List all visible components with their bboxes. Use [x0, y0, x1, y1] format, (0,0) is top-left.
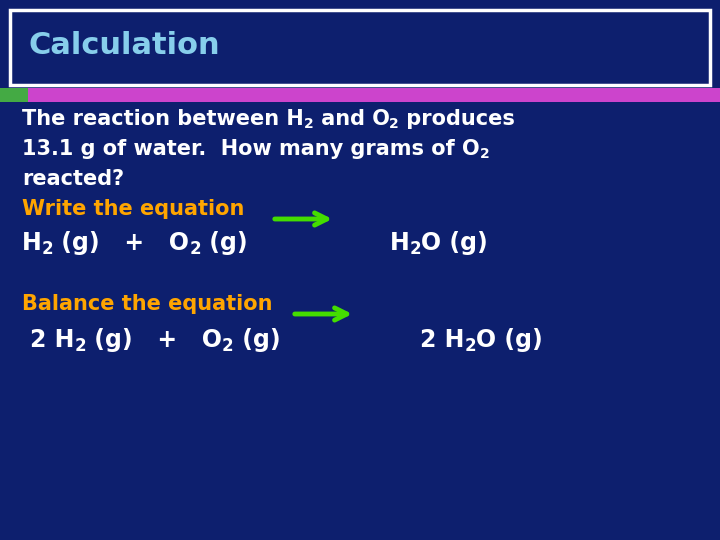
Text: O (g): O (g)	[476, 328, 543, 352]
Text: 2: 2	[74, 337, 86, 355]
Text: and O: and O	[313, 109, 390, 129]
Text: H: H	[22, 231, 42, 255]
Text: H: H	[390, 231, 410, 255]
Text: 2: 2	[222, 337, 233, 355]
Text: 2 H: 2 H	[420, 328, 464, 352]
Text: 2: 2	[390, 118, 399, 132]
Text: reacted?: reacted?	[22, 169, 124, 189]
Text: (g)   +   O: (g) + O	[53, 231, 189, 255]
Text: Balance the equation: Balance the equation	[22, 294, 272, 314]
Text: (g): (g)	[233, 328, 280, 352]
Text: 2: 2	[304, 118, 313, 132]
FancyBboxPatch shape	[10, 10, 710, 85]
Text: 2: 2	[42, 240, 53, 258]
Text: 2: 2	[410, 240, 421, 258]
Text: 2: 2	[480, 147, 490, 161]
Text: 13.1 g of water.  How many grams of O: 13.1 g of water. How many grams of O	[22, 139, 480, 159]
Text: The reaction between H: The reaction between H	[22, 109, 304, 129]
Text: (g): (g)	[201, 231, 248, 255]
Text: 2: 2	[189, 240, 201, 258]
Text: produces: produces	[399, 109, 515, 129]
Text: 2 H: 2 H	[30, 328, 74, 352]
Text: O (g): O (g)	[421, 231, 488, 255]
Text: (g)   +   O: (g) + O	[86, 328, 222, 352]
Bar	[0, 88, 28, 102]
Text: Calculation: Calculation	[28, 30, 220, 59]
Bar	[0, 88, 720, 102]
Text: 2: 2	[464, 337, 476, 355]
Text: Write the equation: Write the equation	[22, 199, 244, 219]
